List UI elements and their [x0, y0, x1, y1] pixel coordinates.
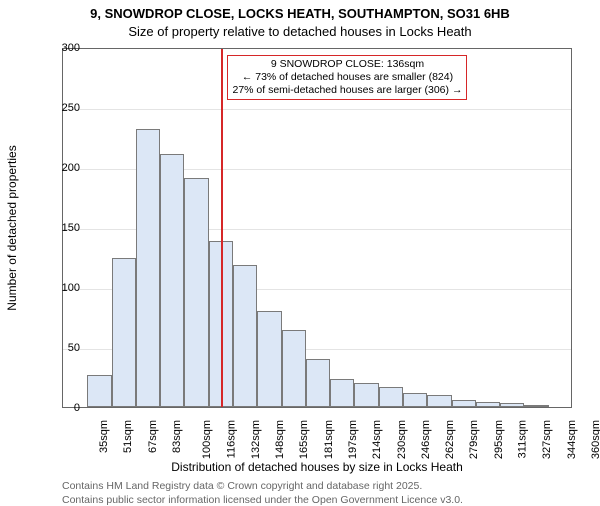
y-tick-label: 150	[40, 222, 80, 234]
y-axis-label: Number of detached properties	[5, 145, 19, 310]
bar	[306, 359, 330, 407]
y-tick-label: 300	[40, 42, 80, 54]
plot-area: 9 SNOWDROP CLOSE: 136sqm← 73% of detache…	[62, 48, 572, 408]
x-tick-label: 67sqm	[147, 420, 159, 453]
y-tick-label: 250	[40, 102, 80, 114]
footer-line1: Contains HM Land Registry data © Crown c…	[62, 480, 422, 492]
bar	[354, 383, 378, 407]
bar	[87, 375, 111, 407]
x-tick-label: 148sqm	[274, 420, 286, 459]
chart-container: 9, SNOWDROP CLOSE, LOCKS HEATH, SOUTHAMP…	[0, 0, 600, 500]
bar	[184, 178, 208, 407]
x-tick-label: 100sqm	[201, 420, 213, 459]
bar	[427, 395, 451, 407]
chart-title-line1: 9, SNOWDROP CLOSE, LOCKS HEATH, SOUTHAMP…	[0, 6, 600, 21]
bar	[500, 403, 524, 407]
x-tick-label: 295sqm	[493, 420, 505, 459]
x-tick-label: 116sqm	[225, 420, 237, 458]
chart-title-line2: Size of property relative to detached ho…	[0, 24, 600, 39]
annotation-line: 27% of semi-detached houses are larger (…	[232, 84, 462, 97]
bar	[282, 330, 306, 407]
bar	[476, 402, 500, 407]
x-tick-label: 262sqm	[444, 420, 456, 459]
annotation-line: 9 SNOWDROP CLOSE: 136sqm	[232, 58, 462, 71]
footer-line2: Contains public sector information licen…	[62, 494, 463, 506]
x-tick-label: 279sqm	[469, 420, 481, 459]
bar	[524, 405, 548, 407]
x-tick-label: 344sqm	[566, 420, 578, 459]
bar	[233, 265, 257, 407]
x-tick-label: 246sqm	[420, 420, 432, 459]
bar	[136, 129, 160, 407]
bar	[257, 311, 281, 407]
bar	[160, 154, 184, 407]
bar	[379, 387, 403, 407]
y-tick-label: 100	[40, 282, 80, 294]
x-tick-label: 51sqm	[122, 420, 134, 453]
x-axis-label: Distribution of detached houses by size …	[62, 460, 572, 474]
reference-line	[221, 49, 223, 407]
bar	[112, 258, 136, 407]
x-tick-label: 327sqm	[541, 420, 553, 459]
x-tick-label: 230sqm	[396, 420, 408, 459]
bar	[403, 393, 427, 407]
bars-layer	[63, 49, 571, 407]
x-tick-label: 360sqm	[590, 420, 600, 459]
x-tick-label: 132sqm	[250, 420, 262, 459]
x-tick-label: 311sqm	[516, 420, 528, 458]
x-tick-label: 181sqm	[323, 420, 335, 459]
x-tick-label: 165sqm	[299, 420, 311, 459]
bar	[452, 400, 476, 407]
x-tick-label: 197sqm	[347, 420, 359, 459]
bar	[330, 379, 354, 407]
y-tick-label: 50	[40, 342, 80, 354]
annotation-line: ← 73% of detached houses are smaller (82…	[232, 71, 462, 84]
x-tick-label: 214sqm	[371, 420, 383, 459]
y-tick-label: 200	[40, 162, 80, 174]
x-tick-label: 35sqm	[98, 420, 110, 453]
x-tick-label: 83sqm	[171, 420, 183, 453]
y-tick-label: 0	[40, 402, 80, 414]
annotation-box: 9 SNOWDROP CLOSE: 136sqm← 73% of detache…	[227, 55, 467, 100]
